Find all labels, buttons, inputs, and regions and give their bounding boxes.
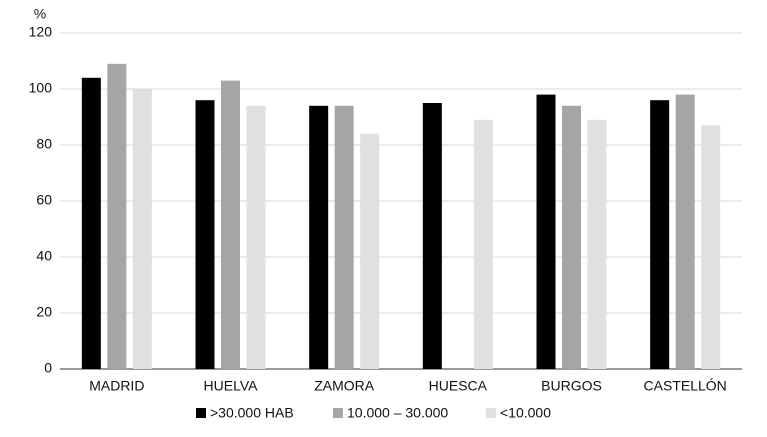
bar [701, 125, 721, 370]
bar [422, 103, 442, 369]
legend-label: <10.000 [500, 405, 551, 421]
x-tick-label: MADRID [89, 378, 144, 394]
y-tick-label: 80 [36, 136, 52, 152]
bar [195, 100, 215, 369]
bar [107, 63, 127, 370]
y-tick-label: 60 [36, 192, 52, 208]
y-tick-label: 0 [44, 360, 52, 376]
legend-swatch [486, 408, 496, 418]
legend-label: >30.000 HAB [210, 405, 294, 421]
bar [360, 133, 380, 369]
bar [473, 119, 493, 369]
bar [536, 94, 556, 369]
y-tick-label: 40 [36, 248, 52, 264]
y-tick-label: 100 [29, 80, 53, 96]
legend-swatch [196, 408, 206, 418]
bar [132, 89, 152, 369]
bar [562, 105, 581, 370]
legend-swatch [333, 408, 343, 418]
bar [246, 105, 266, 370]
x-tick-label: CASTELLÓN [644, 378, 727, 394]
bar [650, 100, 670, 369]
x-tick-label: ZAMORA [314, 378, 375, 394]
y-axis-label: % [34, 6, 46, 22]
y-tick-label: 20 [36, 304, 52, 320]
bar [675, 94, 695, 369]
x-tick-label: HUESCA [429, 378, 488, 394]
x-tick-label: BURGOS [541, 378, 602, 394]
bar [587, 119, 607, 369]
bar [221, 80, 240, 369]
bar [334, 105, 354, 370]
bar [81, 77, 101, 370]
y-tick-label: 120 [29, 24, 53, 40]
x-tick-label: HUELVA [204, 378, 259, 394]
bar [309, 105, 329, 370]
legend-label: 10.000 – 30.000 [347, 405, 448, 421]
